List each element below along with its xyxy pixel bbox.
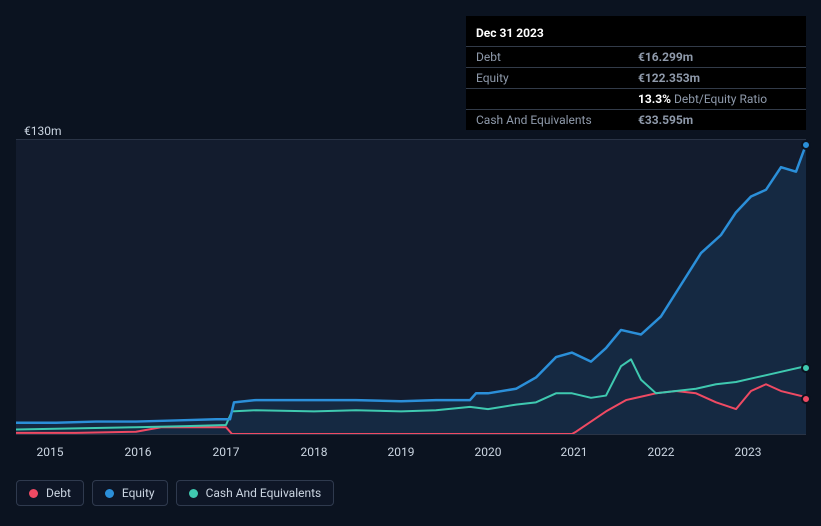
legend-item-equity[interactable]: Equity — [92, 480, 168, 506]
tooltip-equity-label: Equity — [466, 68, 628, 89]
tooltip-debt-label: Debt — [466, 47, 628, 68]
chart-svg — [16, 140, 806, 434]
x-tick: 2020 — [475, 445, 502, 459]
legend-label-cash: Cash And Equivalents — [206, 486, 322, 500]
x-tick: 2019 — [388, 445, 415, 459]
series-end-dot-equity — [801, 140, 811, 150]
tooltip-date: Dec 31 2023 — [466, 22, 806, 46]
x-tick: 2023 — [735, 445, 762, 459]
legend-dot-cash — [189, 489, 198, 498]
legend-label-equity: Equity — [122, 486, 155, 500]
tooltip-cash-label: Cash And Equivalents — [466, 110, 628, 131]
tooltip-ratio-pct: 13.3% — [638, 92, 671, 106]
tooltip-cash-value: €33.595m — [628, 110, 806, 131]
chart-legend: Debt Equity Cash And Equivalents — [16, 480, 334, 506]
x-tick: 2022 — [648, 445, 675, 459]
x-tick: 2018 — [301, 445, 328, 459]
legend-dot-equity — [105, 489, 114, 498]
x-tick: 2017 — [213, 445, 240, 459]
series-end-dot-debt — [801, 394, 811, 404]
x-tick: 2021 — [561, 445, 588, 459]
tooltip-ratio-blank — [466, 89, 628, 110]
tooltip-ratio-label: Debt/Equity Ratio — [674, 92, 767, 106]
chart-tooltip: Dec 31 2023 Debt €16.299m Equity €122.35… — [466, 16, 806, 130]
legend-label-debt: Debt — [46, 486, 71, 500]
x-tick: 2015 — [37, 445, 64, 459]
series-end-dot-cash — [801, 363, 811, 373]
legend-item-debt[interactable]: Debt — [16, 480, 84, 506]
chart-plot[interactable] — [16, 139, 806, 435]
x-tick: 2016 — [125, 445, 152, 459]
y-axis-top-label: €130m — [24, 124, 62, 138]
tooltip-table: Debt €16.299m Equity €122.353m 13.3% Deb… — [466, 46, 806, 130]
x-axis: 2015 2016 2017 2018 2019 2020 2021 2022 2023 — [16, 441, 806, 461]
legend-dot-debt — [29, 489, 38, 498]
tooltip-equity-value: €122.353m — [628, 68, 806, 89]
legend-item-cash[interactable]: Cash And Equivalents — [176, 480, 335, 506]
tooltip-debt-value: €16.299m — [628, 47, 806, 68]
tooltip-ratio-cell: 13.3% Debt/Equity Ratio — [628, 89, 806, 110]
